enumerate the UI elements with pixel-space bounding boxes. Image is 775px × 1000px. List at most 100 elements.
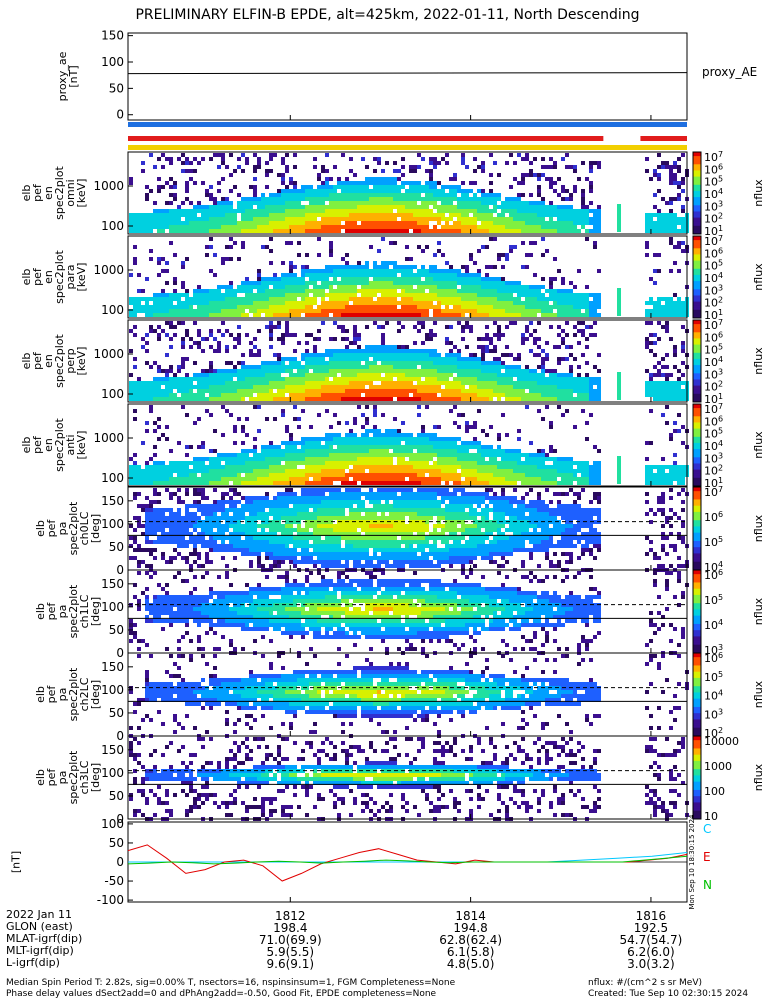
energy-spectrogram-cell — [345, 353, 349, 357]
energy-spectrogram-cell — [413, 313, 417, 317]
energy-spectrogram-cell — [345, 357, 349, 361]
energy-spectrogram-cell — [505, 253, 509, 257]
energy-spectrogram-cell — [449, 389, 453, 393]
energy-spectrogram-cell — [393, 289, 397, 293]
energy-spectrogram-cell — [273, 457, 277, 461]
energy-spectrogram-cell — [261, 449, 265, 453]
energy-spectrogram-cell — [353, 281, 357, 285]
energy-spectrogram-cell — [281, 277, 285, 281]
energy-spectrogram-cell — [297, 309, 301, 313]
energy-spectrogram-cell — [393, 181, 397, 185]
energy-spectrogram-cell — [169, 177, 173, 181]
energy-spectrogram-cell — [345, 349, 349, 353]
energy-spectrogram-cell — [485, 385, 489, 389]
energy-spectrogram-cell — [457, 397, 461, 401]
energy-spectrogram-cell — [437, 229, 441, 233]
energy-spectrogram-cell — [149, 221, 153, 225]
energy-spectrogram-cell — [561, 301, 565, 305]
energy-spectrogram-cell — [289, 213, 293, 217]
energy-spectrogram-cell — [465, 309, 469, 313]
energy-spectrogram-cell — [269, 481, 273, 485]
energy-spectrogram-cell — [557, 333, 561, 337]
energy-spectrogram-cell — [453, 353, 457, 357]
energy-spectrogram-cell — [425, 393, 429, 397]
energy-spectrogram-cell — [465, 277, 469, 281]
energy-spectrogram-cell — [297, 373, 301, 377]
energy-spectrogram-cell — [401, 369, 405, 373]
energy-spectrogram-cell — [449, 281, 453, 285]
energy-spectrogram-cell — [157, 381, 161, 385]
energy-spectrogram-cell — [337, 181, 341, 185]
energy-spectrogram-cell — [217, 385, 221, 389]
energy-spectrogram-cell — [193, 221, 197, 225]
energy-spectrogram-cell — [353, 289, 357, 293]
energy-spectrogram-cell — [177, 397, 181, 401]
energy-spectrogram-cell — [293, 441, 297, 445]
energy-spectrogram-cell — [145, 349, 149, 353]
energy-spectrogram-cell — [341, 393, 345, 397]
energy-spectrogram-cell — [373, 397, 377, 401]
energy-panel-colorbar — [693, 223, 701, 227]
energy-spectrogram-cell — [501, 301, 505, 305]
energy-spectrogram-cell — [589, 305, 593, 309]
energy-spectrogram-cell — [205, 397, 209, 401]
energy-spectrogram-cell — [185, 477, 189, 481]
energy-spectrogram-cell — [673, 393, 677, 397]
energy-spectrogram-cell — [661, 161, 665, 165]
energy-spectrogram-cell — [373, 281, 377, 285]
energy-spectrogram-cell — [429, 385, 433, 389]
energy-spectrogram-cell — [165, 393, 169, 397]
energy-spectrogram-cell — [661, 229, 665, 233]
energy-spectrogram-cell — [465, 373, 469, 377]
energy-spectrogram-cell — [309, 437, 313, 441]
energy-spectrogram-cell — [305, 381, 309, 385]
energy-spectrogram-cell — [477, 189, 481, 193]
energy-spectrogram-cell — [453, 365, 457, 369]
energy-spectrogram-cell — [345, 445, 349, 449]
energy-spectrogram-cell — [301, 397, 305, 401]
energy-spectrogram-cell — [513, 201, 517, 205]
energy-spectrogram-cell — [385, 193, 389, 197]
energy-spectrogram-cell — [413, 205, 417, 209]
energy-spectrogram-cell — [161, 213, 165, 217]
energy-spectrogram-cell — [249, 229, 253, 233]
energy-spectrogram-cell — [329, 445, 333, 449]
energy-spectrogram-cell — [673, 301, 677, 305]
energy-spectrogram-cell — [429, 197, 433, 201]
energy-spectrogram-cell — [353, 269, 357, 273]
energy-spectrogram-cell — [393, 313, 397, 317]
energy-spectrogram-cell — [421, 373, 425, 377]
energy-panel-colorbar — [693, 320, 701, 323]
energy-spectrogram-cell — [341, 289, 345, 293]
energy-spectrogram-cell — [453, 309, 457, 313]
energy-spectrogram-cell — [565, 357, 569, 361]
energy-spectrogram-cell — [369, 289, 373, 293]
energy-spectrogram-cell — [201, 369, 205, 373]
energy-spectrogram-cell — [173, 481, 177, 485]
energy-spectrogram-cell — [425, 309, 429, 313]
energy-spectrogram-cell — [469, 189, 473, 193]
energy-spectrogram-cell — [321, 313, 325, 317]
energy-spectrogram-cell — [205, 309, 209, 313]
energy-spectrogram-cell — [337, 217, 341, 221]
energy-spectrogram-cell — [213, 397, 217, 401]
energy-spectrogram-cell — [453, 289, 457, 293]
energy-spectrogram-cell — [397, 361, 401, 365]
energy-spectrogram-cell — [521, 225, 525, 229]
energy-spectrogram-cell — [169, 449, 173, 453]
energy-spectrogram-cell — [301, 309, 305, 313]
energy-spectrogram-cell — [157, 473, 161, 477]
energy-spectrogram-cell — [341, 365, 345, 369]
energy-spectrogram-cell — [253, 437, 257, 441]
energy-spectrogram-cell — [477, 229, 481, 233]
energy-spectrogram-cell — [269, 201, 273, 205]
energy-spectrogram-cell — [249, 381, 253, 385]
energy-panel-colorbar — [693, 221, 701, 225]
energy-spectrogram-cell — [677, 221, 681, 225]
energy-spectrogram-cell — [249, 289, 253, 293]
energy-spectrogram-cell — [265, 217, 269, 221]
energy-spectrogram-cell — [321, 293, 325, 297]
energy-spectrogram-cell — [665, 313, 669, 317]
energy-spectrogram-cell — [325, 465, 329, 469]
energy-spectrogram-cell — [257, 285, 261, 289]
